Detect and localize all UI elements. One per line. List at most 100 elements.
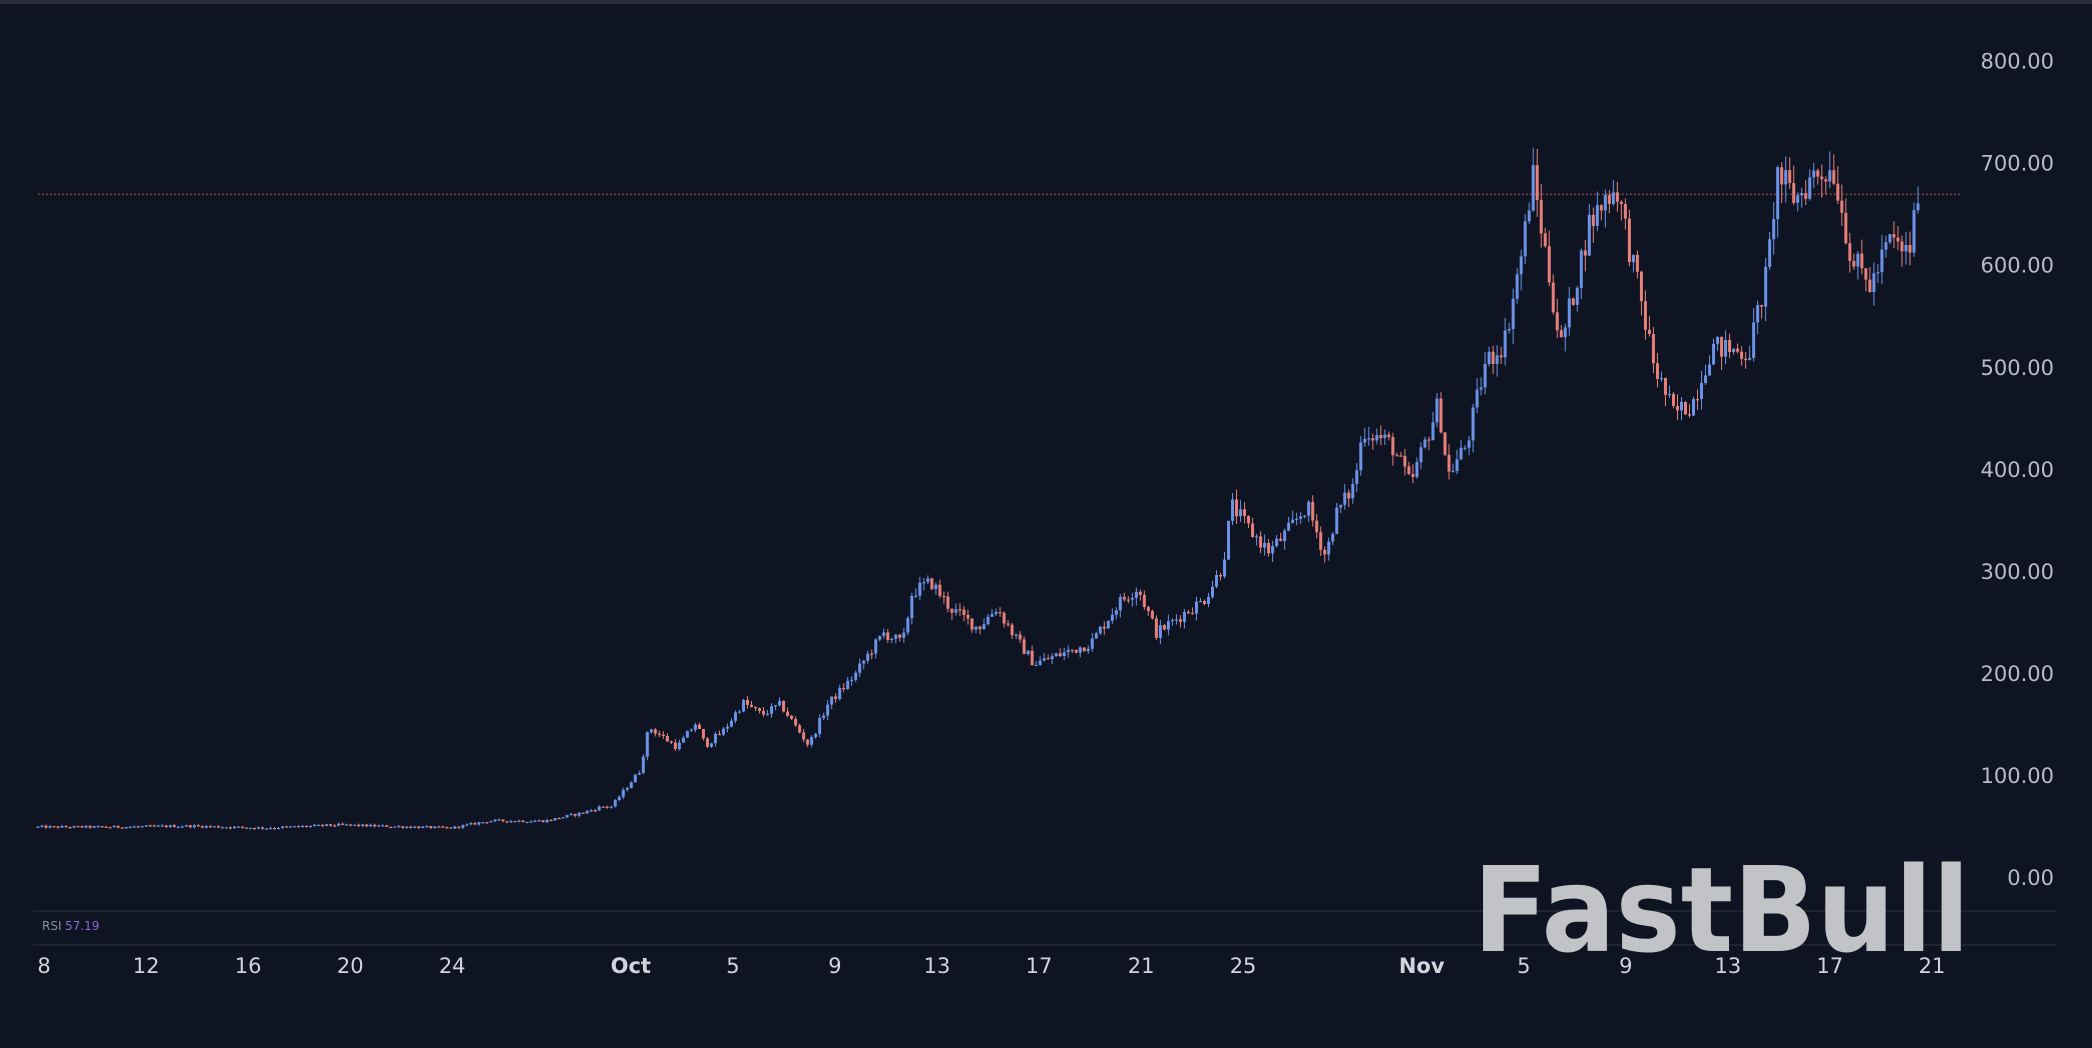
candle-body: [1768, 239, 1772, 267]
candle-body: [220, 827, 224, 829]
candle-body: [1495, 355, 1499, 364]
candle-body: [1888, 234, 1892, 243]
y-axis: 800.00 700.00 600.00 500.00 400.00 300.00 200.…: [1981, 50, 2054, 890]
candle-body: [549, 819, 553, 822]
candle-body: [1563, 327, 1567, 338]
candle-body: [461, 825, 465, 828]
candle-body: [669, 741, 673, 743]
candle-body: [1170, 619, 1174, 622]
candle-body: [1419, 447, 1423, 463]
candle-body: [309, 825, 313, 828]
candle-body: [1363, 438, 1367, 443]
x-tick-label: 21: [1919, 954, 1946, 978]
candle-body: [1511, 298, 1515, 330]
candle-body: [1716, 336, 1720, 344]
candle-body: [236, 826, 240, 828]
candle-body: [782, 700, 786, 712]
candle-body: [942, 595, 946, 598]
x-tick-label: 8: [37, 954, 50, 978]
candle-body: [417, 826, 421, 829]
candle-body: [802, 732, 806, 740]
candle-body: [1900, 241, 1904, 252]
candle-body: [657, 733, 661, 735]
candle-body: [733, 712, 737, 721]
candle-body: [914, 595, 918, 597]
candle-body: [950, 608, 954, 613]
candle-body: [685, 731, 689, 738]
candle-body: [409, 826, 413, 828]
candle-body: [661, 734, 665, 736]
candle-body: [92, 826, 96, 828]
candle-body: [709, 743, 713, 747]
candle-body: [1772, 219, 1776, 240]
candle-body: [273, 828, 277, 830]
candle-body: [1335, 507, 1339, 534]
candle-body: [160, 825, 164, 827]
candle-body: [1102, 626, 1106, 629]
candle-body: [1615, 192, 1619, 202]
candle-body: [521, 820, 525, 823]
candle-body: [40, 825, 44, 827]
candle-body: [1696, 399, 1700, 401]
candle-body: [1259, 536, 1263, 548]
candle-body: [1315, 520, 1319, 533]
x-tick-label: 25: [1230, 954, 1257, 978]
candle-body: [441, 826, 445, 828]
candle-body: [1700, 383, 1704, 400]
candle-body: [1431, 422, 1435, 441]
candle-body: [1331, 533, 1335, 542]
candle-body: [68, 827, 72, 829]
candle-body: [1868, 279, 1872, 293]
candle-body: [136, 826, 140, 828]
candle-body: [281, 826, 285, 828]
candle-body: [1046, 658, 1050, 660]
candle-body: [1740, 351, 1744, 359]
candle-body: [389, 826, 393, 829]
candle-body: [1483, 363, 1487, 388]
candle-body: [577, 812, 581, 816]
candle-body: [485, 822, 489, 824]
candle-body: [762, 710, 766, 715]
candle-body: [268, 828, 272, 830]
candle-body: [633, 774, 637, 783]
candle-body: [1319, 532, 1323, 550]
candle-body: [112, 825, 116, 828]
candle-body: [260, 827, 264, 829]
candle-body: [1503, 330, 1507, 358]
candle-body: [204, 826, 208, 828]
candle-body: [224, 827, 228, 829]
candle-body: [537, 820, 541, 822]
candle-body: [1150, 611, 1154, 619]
candle-body: [1647, 329, 1651, 335]
candle-body: [104, 826, 108, 828]
candle-body: [1227, 520, 1231, 560]
candle-body: [264, 828, 268, 830]
candle-body: [754, 706, 758, 709]
candle-body: [1728, 339, 1732, 353]
candle-body: [926, 578, 930, 583]
candle-body: [1395, 455, 1399, 457]
candle-body: [120, 827, 124, 829]
candle-body: [1519, 256, 1523, 275]
candle-body: [1186, 611, 1190, 614]
candle-body: [1784, 170, 1788, 185]
candle-body: [1202, 600, 1206, 605]
candle-body: [1764, 266, 1768, 307]
candle-body: [1002, 612, 1006, 624]
candle-body: [228, 827, 232, 829]
candle-body: [721, 728, 725, 735]
candle-body: [1387, 434, 1391, 438]
candle-body: [1443, 432, 1447, 455]
candle-body: [1475, 389, 1479, 408]
candle-body: [677, 742, 681, 750]
x-tick-label: 24: [439, 954, 466, 978]
candle-body: [517, 820, 521, 822]
y-tick-label: 600.00: [1981, 254, 2054, 278]
candle-body: [1439, 398, 1443, 433]
candle-body: [902, 632, 906, 638]
candle-body: [737, 711, 741, 713]
candle-body: [962, 609, 966, 615]
y-tick-label: 500.00: [1981, 356, 2054, 380]
candle-body: [890, 638, 894, 641]
candle-body: [301, 825, 305, 828]
